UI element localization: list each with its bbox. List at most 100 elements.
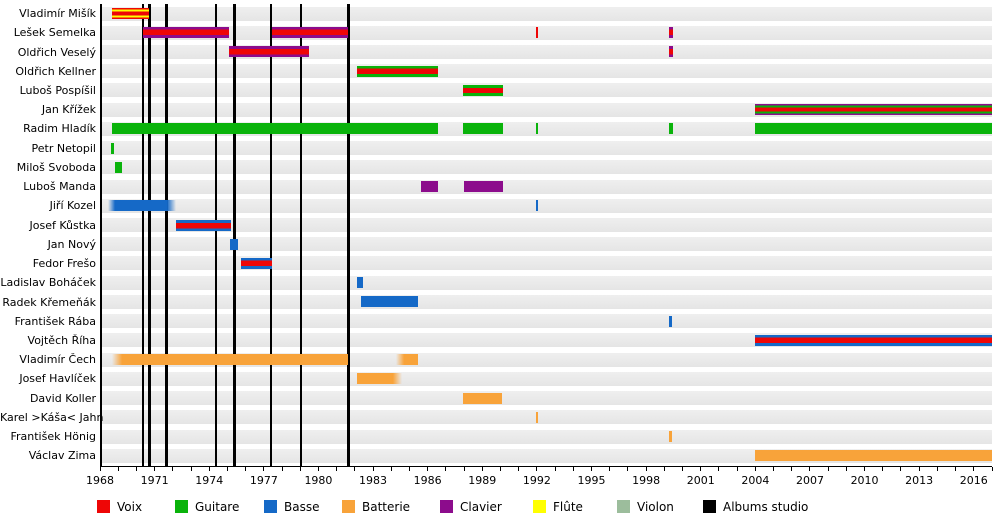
row-band <box>101 179 992 194</box>
axis-year-label: 2007 <box>795 473 824 487</box>
timeline-bar <box>111 8 150 19</box>
timeline-bar <box>395 354 418 366</box>
member-label: Luboš Pospíšil <box>19 84 96 98</box>
timeline-bar <box>241 257 273 269</box>
axis-tick <box>299 467 301 471</box>
member-label: Vladimír Čech <box>19 353 96 367</box>
axis-tick <box>645 467 647 471</box>
flute-swatch-icon <box>533 500 546 513</box>
axis-tick <box>663 467 665 471</box>
member-label: Ladislav Boháček <box>0 276 96 290</box>
axis-year-label: 1998 <box>632 473 661 487</box>
row-band <box>101 410 992 425</box>
axis-tick <box>682 467 684 471</box>
member-label: Vojtěch Říha <box>27 334 96 347</box>
timeline-bar <box>536 123 539 135</box>
voix-swatch-icon <box>97 500 110 513</box>
axis-tick <box>845 467 847 471</box>
timeline-bar <box>142 27 230 39</box>
member-label: Václav Zima <box>28 449 96 463</box>
row-band <box>101 141 992 156</box>
album-line <box>299 4 303 466</box>
member-label: Lešek Semelka <box>13 26 96 40</box>
member-label: Radek Křemeňák <box>2 295 96 309</box>
axis-tick <box>408 467 410 471</box>
axis-year-label: 1989 <box>468 473 497 487</box>
axis-tick <box>809 467 811 471</box>
axis-year-label: 1992 <box>522 473 551 487</box>
axis-year-label: 2004 <box>741 473 770 487</box>
axis-year-label: 2010 <box>850 473 879 487</box>
member-label: Josef Havlíček <box>19 372 96 386</box>
member-label: Radim Hladík <box>23 122 96 136</box>
row-band <box>101 429 992 444</box>
violon-swatch-icon <box>617 500 630 513</box>
axis-tick <box>736 467 738 471</box>
row-band <box>101 391 992 406</box>
row-band <box>101 275 992 290</box>
axis-tick <box>827 467 829 471</box>
axis-tick <box>973 467 975 471</box>
albums-swatch-icon <box>703 500 716 513</box>
axis-year-label: 1971 <box>140 473 169 487</box>
legend-label: Albums studio <box>723 500 809 514</box>
timeline-bar <box>421 181 438 193</box>
timeline-bar <box>462 123 504 135</box>
axis-tick <box>773 467 775 471</box>
timeline-bar <box>462 84 504 96</box>
axis-year-label: 1968 <box>86 473 114 487</box>
timeline-bar <box>229 238 238 250</box>
member-label: Jiří Kozel <box>49 199 96 213</box>
row-band <box>101 44 992 59</box>
timeline-bar <box>668 46 673 58</box>
batterie-swatch-icon <box>342 500 355 513</box>
album-line <box>269 4 273 466</box>
timeline-bar <box>536 200 539 212</box>
axis-tick <box>754 467 756 471</box>
member-label: Karel >Káša< Jahn <box>0 410 104 424</box>
axis-tick <box>135 467 137 471</box>
timeline-bar <box>668 27 673 39</box>
row-band <box>101 371 992 386</box>
member-label: Josef Kůstka <box>29 218 96 232</box>
axis-tick <box>700 467 702 471</box>
timeline-bar <box>229 46 310 58</box>
axis-tick <box>918 467 920 471</box>
member-label: Jan Křížek <box>41 103 96 117</box>
timeline-bar <box>535 411 538 423</box>
axis-tick <box>245 467 247 471</box>
axis-tick <box>518 467 520 471</box>
axis-year-label: 1995 <box>577 473 606 487</box>
axis-tick <box>190 467 192 471</box>
timeline-bar <box>111 123 438 135</box>
axis-year-label: 1983 <box>359 473 388 487</box>
axis-tick <box>99 467 101 471</box>
timeline-bar <box>175 219 231 231</box>
axis-tick <box>445 467 447 471</box>
axis-tick <box>172 467 174 471</box>
axis-tick <box>609 467 611 471</box>
axis-year-label: 1974 <box>195 473 224 487</box>
timeline-bar <box>361 296 418 308</box>
timeline-bar <box>272 27 349 39</box>
album-line <box>141 4 145 466</box>
album-line <box>233 4 236 466</box>
clavier-swatch-icon <box>440 500 453 513</box>
axis-year-label: 1980 <box>304 473 333 487</box>
axis-tick <box>864 467 866 471</box>
basse-swatch-icon <box>264 500 277 513</box>
axis-tick <box>354 467 356 471</box>
axis-tick <box>936 467 938 471</box>
timeline-bar <box>668 123 673 135</box>
album-line <box>148 4 151 466</box>
legend-label: Flûte <box>553 500 583 514</box>
guitare-swatch-icon <box>175 500 188 513</box>
timeline-bar <box>356 277 363 289</box>
member-label: Oldřich Veselý <box>17 45 96 59</box>
axis-tick <box>536 467 538 471</box>
axis-tick <box>281 467 283 471</box>
axis-tick <box>591 467 592 471</box>
member-label: František Hönig <box>10 430 96 444</box>
timeline-bar <box>462 392 503 404</box>
timeline-bar <box>535 27 538 39</box>
